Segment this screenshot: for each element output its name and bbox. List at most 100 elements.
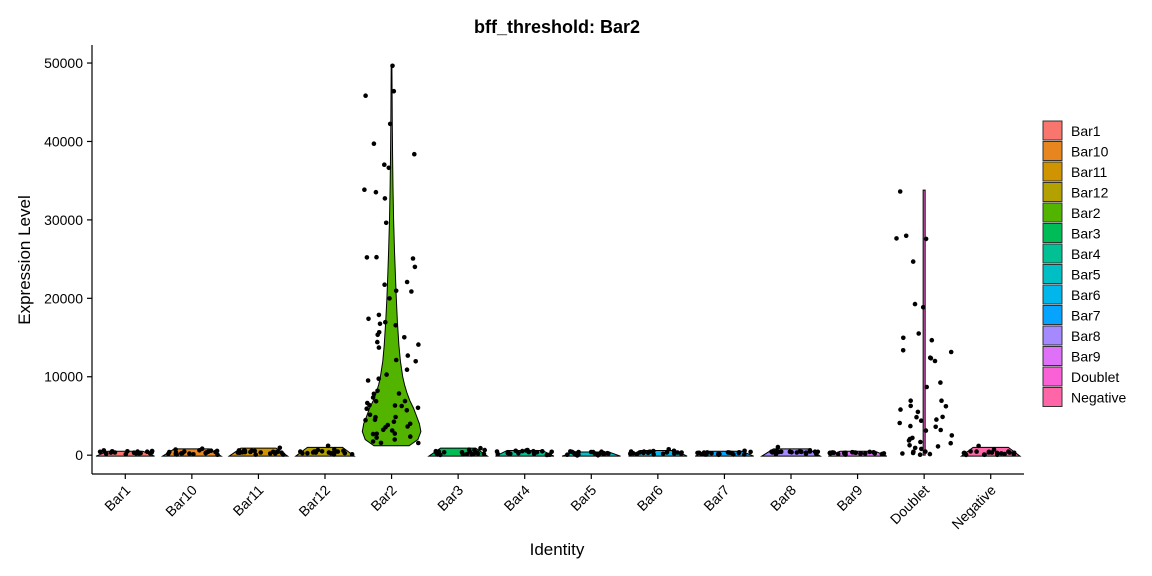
data-point xyxy=(1007,450,1012,455)
data-point xyxy=(383,320,388,325)
data-point xyxy=(933,425,938,430)
y-tick-label: 40000 xyxy=(44,133,83,149)
violin-group xyxy=(961,444,1020,458)
y-tick-label: 30000 xyxy=(44,212,83,228)
data-point xyxy=(279,450,284,455)
data-point xyxy=(271,450,276,455)
data-point xyxy=(388,122,393,127)
data-point xyxy=(968,449,973,454)
data-point xyxy=(375,333,380,338)
data-point xyxy=(596,453,601,458)
data-point xyxy=(576,451,581,456)
data-point xyxy=(278,446,283,451)
data-point xyxy=(182,449,187,454)
data-point xyxy=(599,449,604,454)
violin-group xyxy=(429,446,488,457)
data-point xyxy=(982,453,987,458)
x-tick-label: Bar5 xyxy=(567,482,599,514)
data-point xyxy=(898,189,903,194)
data-point xyxy=(964,453,969,458)
x-tick-label: Bar4 xyxy=(501,482,533,514)
data-point xyxy=(350,452,355,457)
data-point xyxy=(374,255,379,260)
data-point xyxy=(472,448,477,453)
data-point xyxy=(411,256,416,261)
data-point xyxy=(928,452,933,457)
data-point xyxy=(916,410,921,415)
data-point xyxy=(924,385,929,390)
data-point xyxy=(908,398,913,403)
data-point xyxy=(873,451,878,456)
data-point xyxy=(737,451,742,456)
data-point xyxy=(402,335,407,340)
data-point xyxy=(305,451,310,456)
data-point xyxy=(341,449,346,454)
data-point xyxy=(376,376,381,381)
data-point xyxy=(215,449,220,454)
data-point xyxy=(933,359,938,364)
data-point xyxy=(798,449,803,454)
data-point xyxy=(748,450,753,455)
x-tick-label: Bar8 xyxy=(767,482,799,514)
data-point xyxy=(393,431,398,436)
data-point xyxy=(631,451,636,456)
data-point xyxy=(716,453,721,458)
y-tick-label: 50000 xyxy=(44,55,83,71)
data-point xyxy=(393,403,398,408)
data-point xyxy=(364,406,369,411)
violin-group xyxy=(562,449,621,458)
data-point xyxy=(924,428,929,433)
data-point xyxy=(416,441,421,446)
data-point xyxy=(779,450,784,455)
data-point xyxy=(853,450,858,455)
data-point xyxy=(390,64,395,69)
data-point xyxy=(409,289,414,294)
plot-area xyxy=(96,64,1020,458)
data-point xyxy=(363,418,368,423)
data-point xyxy=(816,450,821,455)
data-point xyxy=(253,452,258,457)
legend-swatch xyxy=(1043,121,1062,140)
data-point xyxy=(482,448,487,453)
data-point xyxy=(392,437,397,442)
data-point xyxy=(974,449,979,454)
x-tick-label: Bar6 xyxy=(634,482,666,514)
data-point xyxy=(374,399,379,404)
data-point xyxy=(867,450,872,455)
data-point xyxy=(478,446,483,451)
data-point xyxy=(374,190,379,195)
data-point xyxy=(371,395,376,400)
data-point xyxy=(200,446,205,451)
data-point xyxy=(405,408,410,413)
data-point xyxy=(709,451,714,456)
data-point xyxy=(914,415,919,420)
legend-label: Bar4 xyxy=(1071,246,1101,262)
data-point xyxy=(901,348,906,353)
data-point xyxy=(438,453,443,458)
data-point xyxy=(520,449,525,454)
data-point xyxy=(384,372,389,377)
violin-group xyxy=(762,445,821,457)
data-point xyxy=(368,413,373,418)
data-point xyxy=(372,141,377,146)
data-point xyxy=(408,434,413,439)
data-point xyxy=(900,451,905,456)
data-point xyxy=(394,358,399,363)
data-point xyxy=(209,448,214,453)
data-point xyxy=(174,450,179,455)
x-tick-label: Bar7 xyxy=(700,482,732,514)
data-point xyxy=(366,317,371,322)
data-point xyxy=(934,417,939,422)
data-point xyxy=(506,450,511,455)
legend-swatch xyxy=(1043,162,1062,181)
legend: Bar1Bar10Bar11Bar12Bar2Bar3Bar4Bar5Bar6B… xyxy=(1043,121,1126,407)
x-tick-label: Bar11 xyxy=(230,482,267,519)
data-point xyxy=(403,399,408,404)
legend-swatch xyxy=(1043,224,1062,243)
violin-group xyxy=(828,450,887,457)
x-tick-label: Negative xyxy=(948,482,999,533)
data-point xyxy=(918,452,923,457)
data-point xyxy=(911,259,916,264)
data-point xyxy=(976,444,981,449)
chart-title: bff_threshold: Bar2 xyxy=(474,17,640,37)
